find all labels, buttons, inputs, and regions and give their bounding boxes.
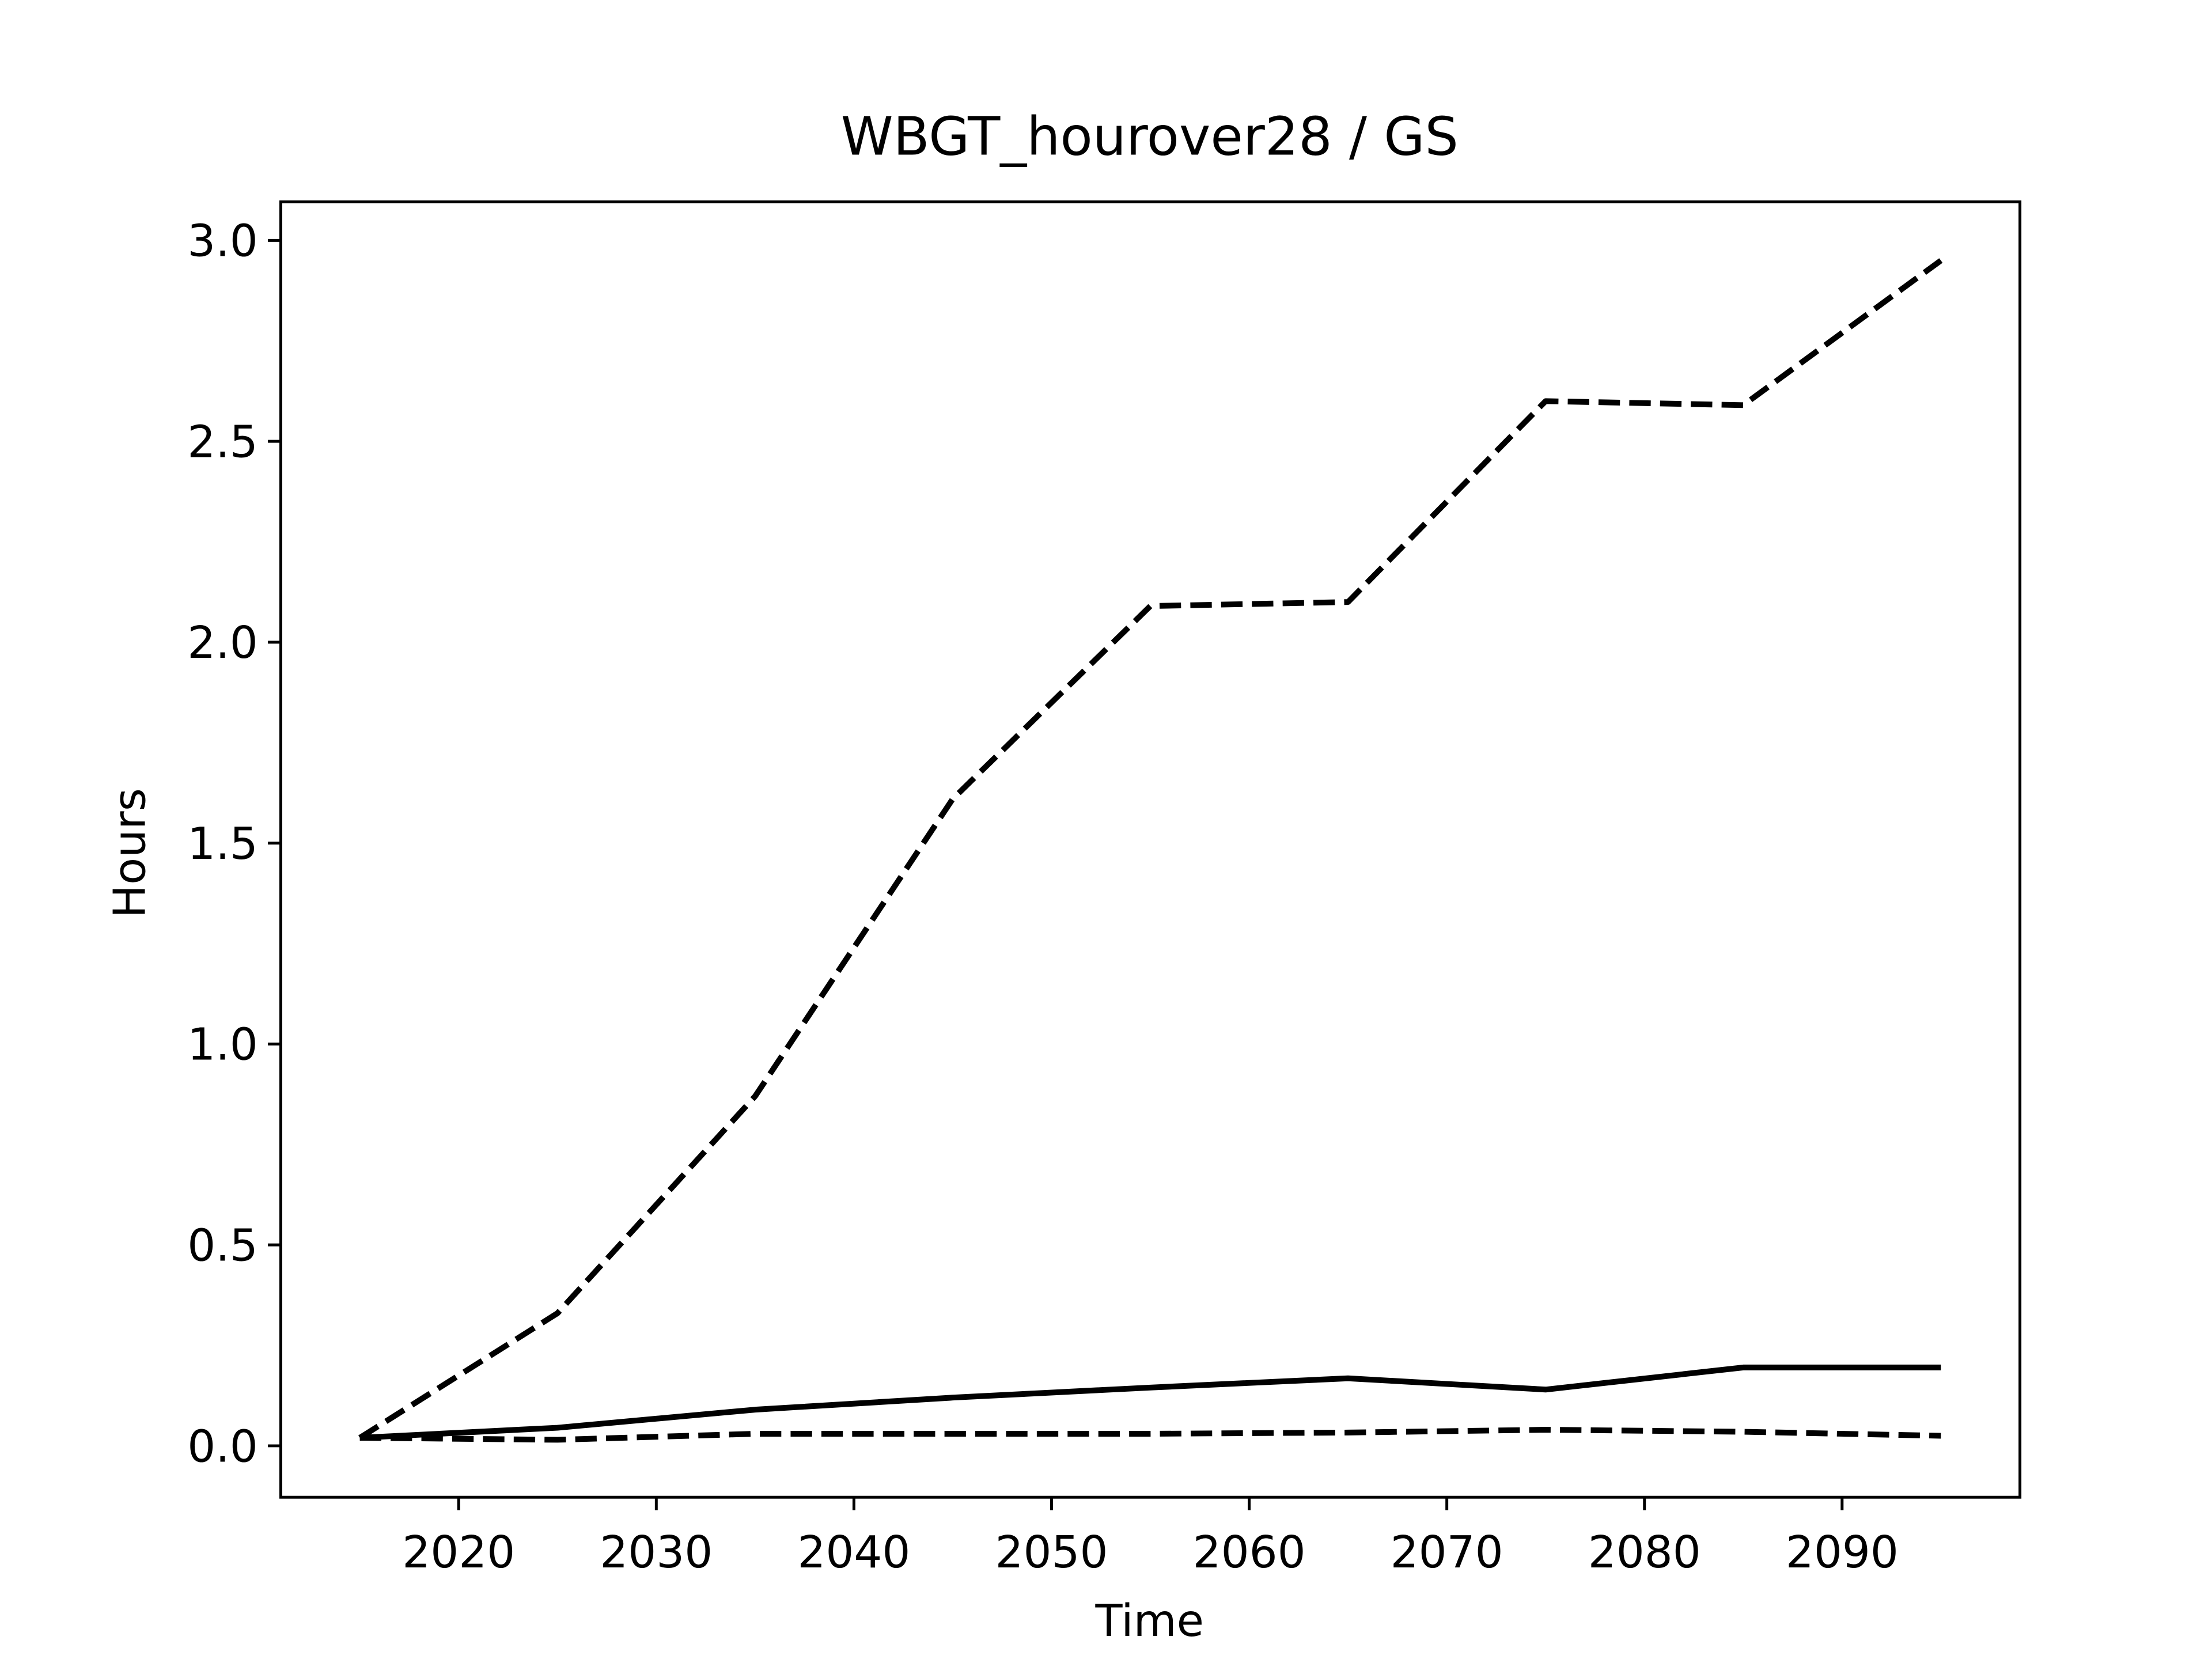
y-tick-label: 3.0 [187,215,257,267]
x-tick-label: 2030 [600,1527,713,1578]
x-tick-label: 2040 [797,1527,910,1578]
y-tick-label: 1.5 [187,818,257,870]
y-tick-label: 1.0 [187,1019,257,1071]
y-tick-label: 2.0 [187,617,257,669]
plot-frame [279,200,2022,1499]
x-tick-label: 2020 [402,1527,515,1578]
data-line [359,1364,1941,1441]
x-axis-label: Time [1095,1595,1204,1647]
x-tick-label: 2080 [1588,1527,1701,1578]
chart-title: WBGT_hourover28 / GS [841,105,1459,167]
x-tick-label: 2060 [1193,1527,1306,1578]
x-tick-label: 2050 [995,1527,1108,1578]
y-tick-label: 2.5 [187,416,257,468]
y-axis-label: Hours [104,788,156,918]
x-tick-label: 2070 [1391,1527,1503,1578]
y-tick-label: 0.5 [187,1219,257,1271]
data-line [359,1427,1941,1443]
data-line [358,258,1943,1441]
y-tick-label: 0.0 [187,1421,257,1472]
x-tick-label: 2090 [1786,1527,1899,1578]
